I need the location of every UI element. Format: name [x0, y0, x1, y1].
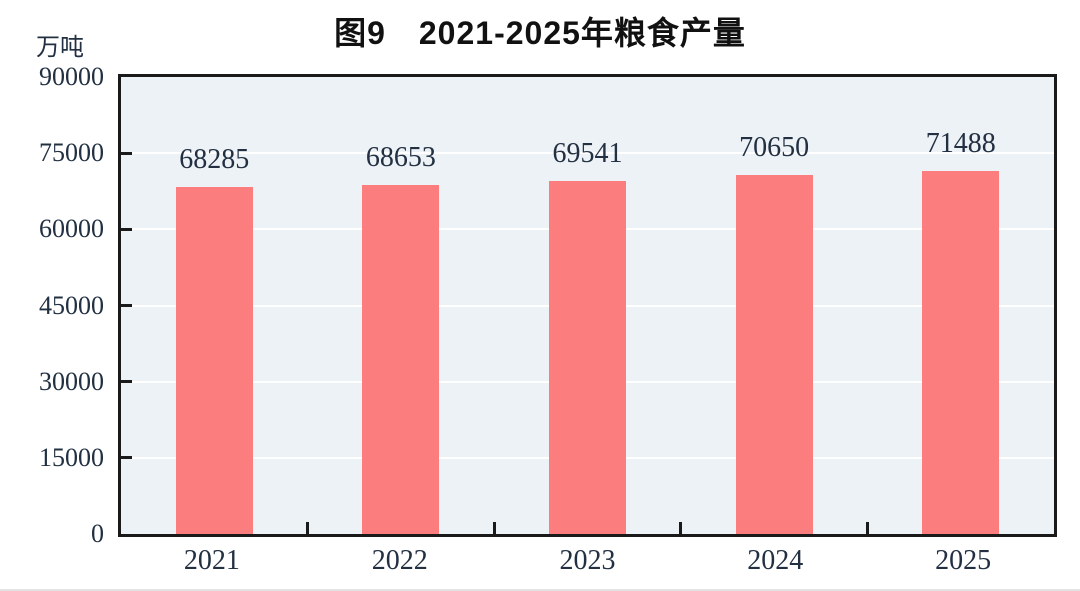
y-axis-tick-label: 0 [91, 519, 104, 548]
bar-value-label-2022: 68653 [365, 142, 436, 174]
x-axis-tick [865, 522, 869, 534]
bar-value-label-2021: 68285 [179, 144, 250, 176]
y-axis-tick [121, 380, 132, 384]
y-axis-unit-label: 万吨 [36, 35, 84, 61]
plot-area: 68285 68653 69541 70650 71488 [118, 74, 1057, 537]
x-axis-label-2022: 2022 [371, 545, 428, 576]
x-axis-label-2023: 2023 [559, 545, 616, 576]
x-axis-label-2021: 2021 [183, 545, 240, 576]
bar-value-label-2025: 71488 [925, 128, 996, 159]
y-axis-tick [121, 304, 132, 307]
chart-title: 图9 2021-2025年粮食产量 [334, 15, 746, 51]
bar-value-label-2024: 70650 [739, 132, 810, 164]
x-axis-tick [492, 522, 496, 534]
y-axis-tick [121, 227, 132, 231]
x-axis-label-2024: 2024 [747, 545, 804, 576]
y-axis-tick-label: 75000 [39, 138, 104, 168]
y-axis-tick-label: 60000 [39, 214, 104, 244]
y-axis-tick [121, 456, 132, 460]
x-axis-label-2025: 2025 [935, 545, 992, 576]
bar-2025 [922, 171, 1000, 534]
bar-2024 [735, 175, 813, 534]
y-axis-tick [121, 151, 132, 155]
x-axis-tick [679, 522, 683, 534]
bar-2021 [175, 187, 253, 534]
bar-2023 [549, 180, 626, 534]
y-axis-tick-label: 30000 [39, 366, 104, 396]
y-axis-tick-label: 45000 [39, 290, 104, 320]
x-axis-tick [306, 522, 310, 534]
y-axis-tick-label: 15000 [39, 442, 104, 472]
bar-value-label-2023: 69541 [552, 137, 623, 169]
page-bottom-divider [0, 589, 1080, 591]
bar-2022 [362, 185, 440, 534]
y-axis-tick-label: 90000 [39, 62, 104, 91]
y-gridline [121, 152, 1054, 155]
